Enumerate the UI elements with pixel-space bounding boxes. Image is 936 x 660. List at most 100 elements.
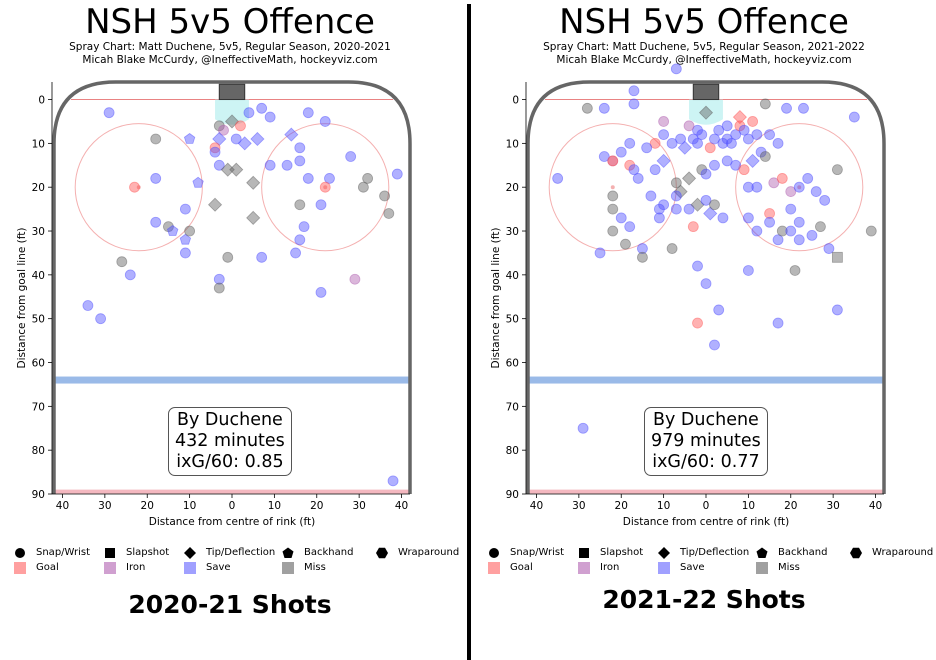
shot-point-miss (246, 210, 261, 225)
shot-point-goal (129, 181, 140, 193)
legend-label: Wraparound (398, 547, 460, 558)
x-tick-label: 10 (183, 500, 196, 512)
rink-plot: 40 30 20 10 0 10 20 30 40 0 10 20 30 40 50 60 70 80 90 Dist… (490, 63, 886, 528)
shot-point-save (628, 98, 640, 110)
chart-title: NSH 5v5 Offence (559, 2, 849, 42)
shot-point-save (179, 247, 191, 259)
shot-point-save (793, 234, 805, 246)
shot-point-save (709, 133, 720, 145)
shot-point-save (831, 304, 843, 316)
shot-point-save (696, 129, 708, 140)
shot-point-save (745, 153, 760, 168)
shot-point-goal (704, 142, 716, 154)
legend: Snap/Wrist Slapshot Tip/Deflection Backhand… (0, 545, 468, 585)
shot-point-miss (698, 105, 714, 120)
shot-point-save (624, 221, 636, 233)
shot-point-save (670, 203, 682, 215)
axes: 40 30 20 10 0 10 20 30 40 0 10 20 30 40 50 60 70 80 90 Dist… (490, 82, 884, 528)
legend-swatch (104, 562, 116, 574)
legend-label: Goal (510, 562, 533, 573)
legend-label: Miss (304, 562, 326, 573)
y-tick-label: 10 (32, 138, 45, 150)
shot-point-save (751, 129, 763, 140)
shot-point-save (781, 102, 792, 114)
shot-point-save (645, 190, 657, 202)
shot-point-save (755, 146, 767, 158)
x-tick-label: 40 (395, 500, 408, 512)
shot-point-save (209, 146, 221, 158)
shot-point-save (764, 129, 775, 140)
shot-point-save (658, 129, 670, 140)
faceoff-dot (797, 185, 802, 190)
legend-label: Backhand (778, 547, 828, 558)
shot-point-goal (764, 208, 775, 219)
shot-point-save (179, 233, 192, 245)
legend-label: Tip/Deflection (680, 547, 750, 558)
shot-point-save (658, 199, 670, 211)
x-tick-label: 40 (56, 500, 69, 512)
stats-line-ixg: ixG/60: 0.77 (652, 452, 760, 472)
shot-point-goal (738, 164, 750, 176)
legend-swatch (184, 562, 196, 574)
shot-point-miss (620, 238, 631, 250)
shot-point-save (656, 153, 671, 168)
shot-point-save (179, 203, 191, 215)
shot-point-save (677, 140, 692, 155)
shot-point-save (709, 159, 720, 171)
shot-point-save (150, 173, 162, 184)
x-tick-label: 20 (615, 500, 628, 512)
shot-point-save (823, 243, 835, 254)
diamond-icon (658, 547, 670, 559)
shot-point-save (806, 230, 818, 241)
circle-icon (15, 548, 25, 558)
shot-point-save (764, 216, 775, 228)
diamond-icon (184, 547, 196, 559)
shot-point-save (103, 107, 115, 119)
x-axis-label: Distance from centre of rink (ft) (149, 516, 316, 528)
shot-point-save (670, 63, 682, 75)
shot-point-save (726, 137, 737, 149)
stats-line-who: By Duchene (176, 410, 283, 430)
shot-point-save (315, 199, 327, 211)
shot-point-miss (222, 251, 234, 263)
shot-point-save (150, 216, 162, 228)
shot-point-iron (658, 116, 670, 127)
shot-point-miss (246, 175, 261, 190)
shot-point-save (848, 111, 860, 123)
stats-box: By Duchene 979 minutes ixG/60: 0.77 (644, 407, 768, 476)
y-axis-label: Distance from goal line (ft) (490, 228, 502, 369)
shot-point-goal (319, 181, 331, 193)
shot-point-miss (696, 164, 708, 176)
shot-point-save (552, 173, 564, 184)
legend-label: Miss (778, 562, 800, 573)
shot-point-miss (789, 265, 801, 276)
blue-line (54, 376, 410, 384)
legend-item-iron: Iron (104, 562, 145, 575)
shot-point-goal (687, 221, 699, 233)
legend: Snap/Wrist Slapshot Tip/Deflection Backhand… (474, 545, 936, 585)
chart-subtitle: Spray Chart: Matt Duchene, 5v5, Regular … (543, 41, 865, 53)
goal-crease (215, 99, 249, 125)
shot-point-miss (776, 225, 788, 237)
shot-point-miss (607, 190, 619, 202)
legend-item-goal: Goal (488, 562, 533, 575)
circle-icon (489, 548, 499, 558)
legend-item-miss: Miss (756, 562, 800, 575)
shot-point-save (738, 124, 750, 136)
shot-point-goal (649, 137, 661, 149)
panel-divider (467, 4, 471, 660)
goal-crease (689, 99, 723, 125)
x-tick-label: 30 (352, 500, 365, 512)
shot-point-save (598, 102, 610, 114)
shot-point-save (82, 300, 94, 311)
x-axis-label: Distance from centre of rink (ft) (623, 516, 790, 528)
shot-point-save (742, 133, 754, 145)
shot-point-miss (759, 98, 771, 110)
rink-plot: 40 30 20 10 0 10 20 30 40 0 10 20 30 40 50 60 70 80 90 Dist… (16, 80, 412, 528)
shot-point-save (772, 317, 784, 329)
legend-item-snap-wrist: Snap/Wrist (488, 547, 564, 560)
legend-item-snap-wrist: Snap/Wrist (14, 547, 90, 560)
chart-title: NSH 5v5 Offence (85, 2, 375, 42)
legend-item-iron: Iron (578, 562, 619, 575)
y-tick-label: 40 (32, 270, 45, 282)
